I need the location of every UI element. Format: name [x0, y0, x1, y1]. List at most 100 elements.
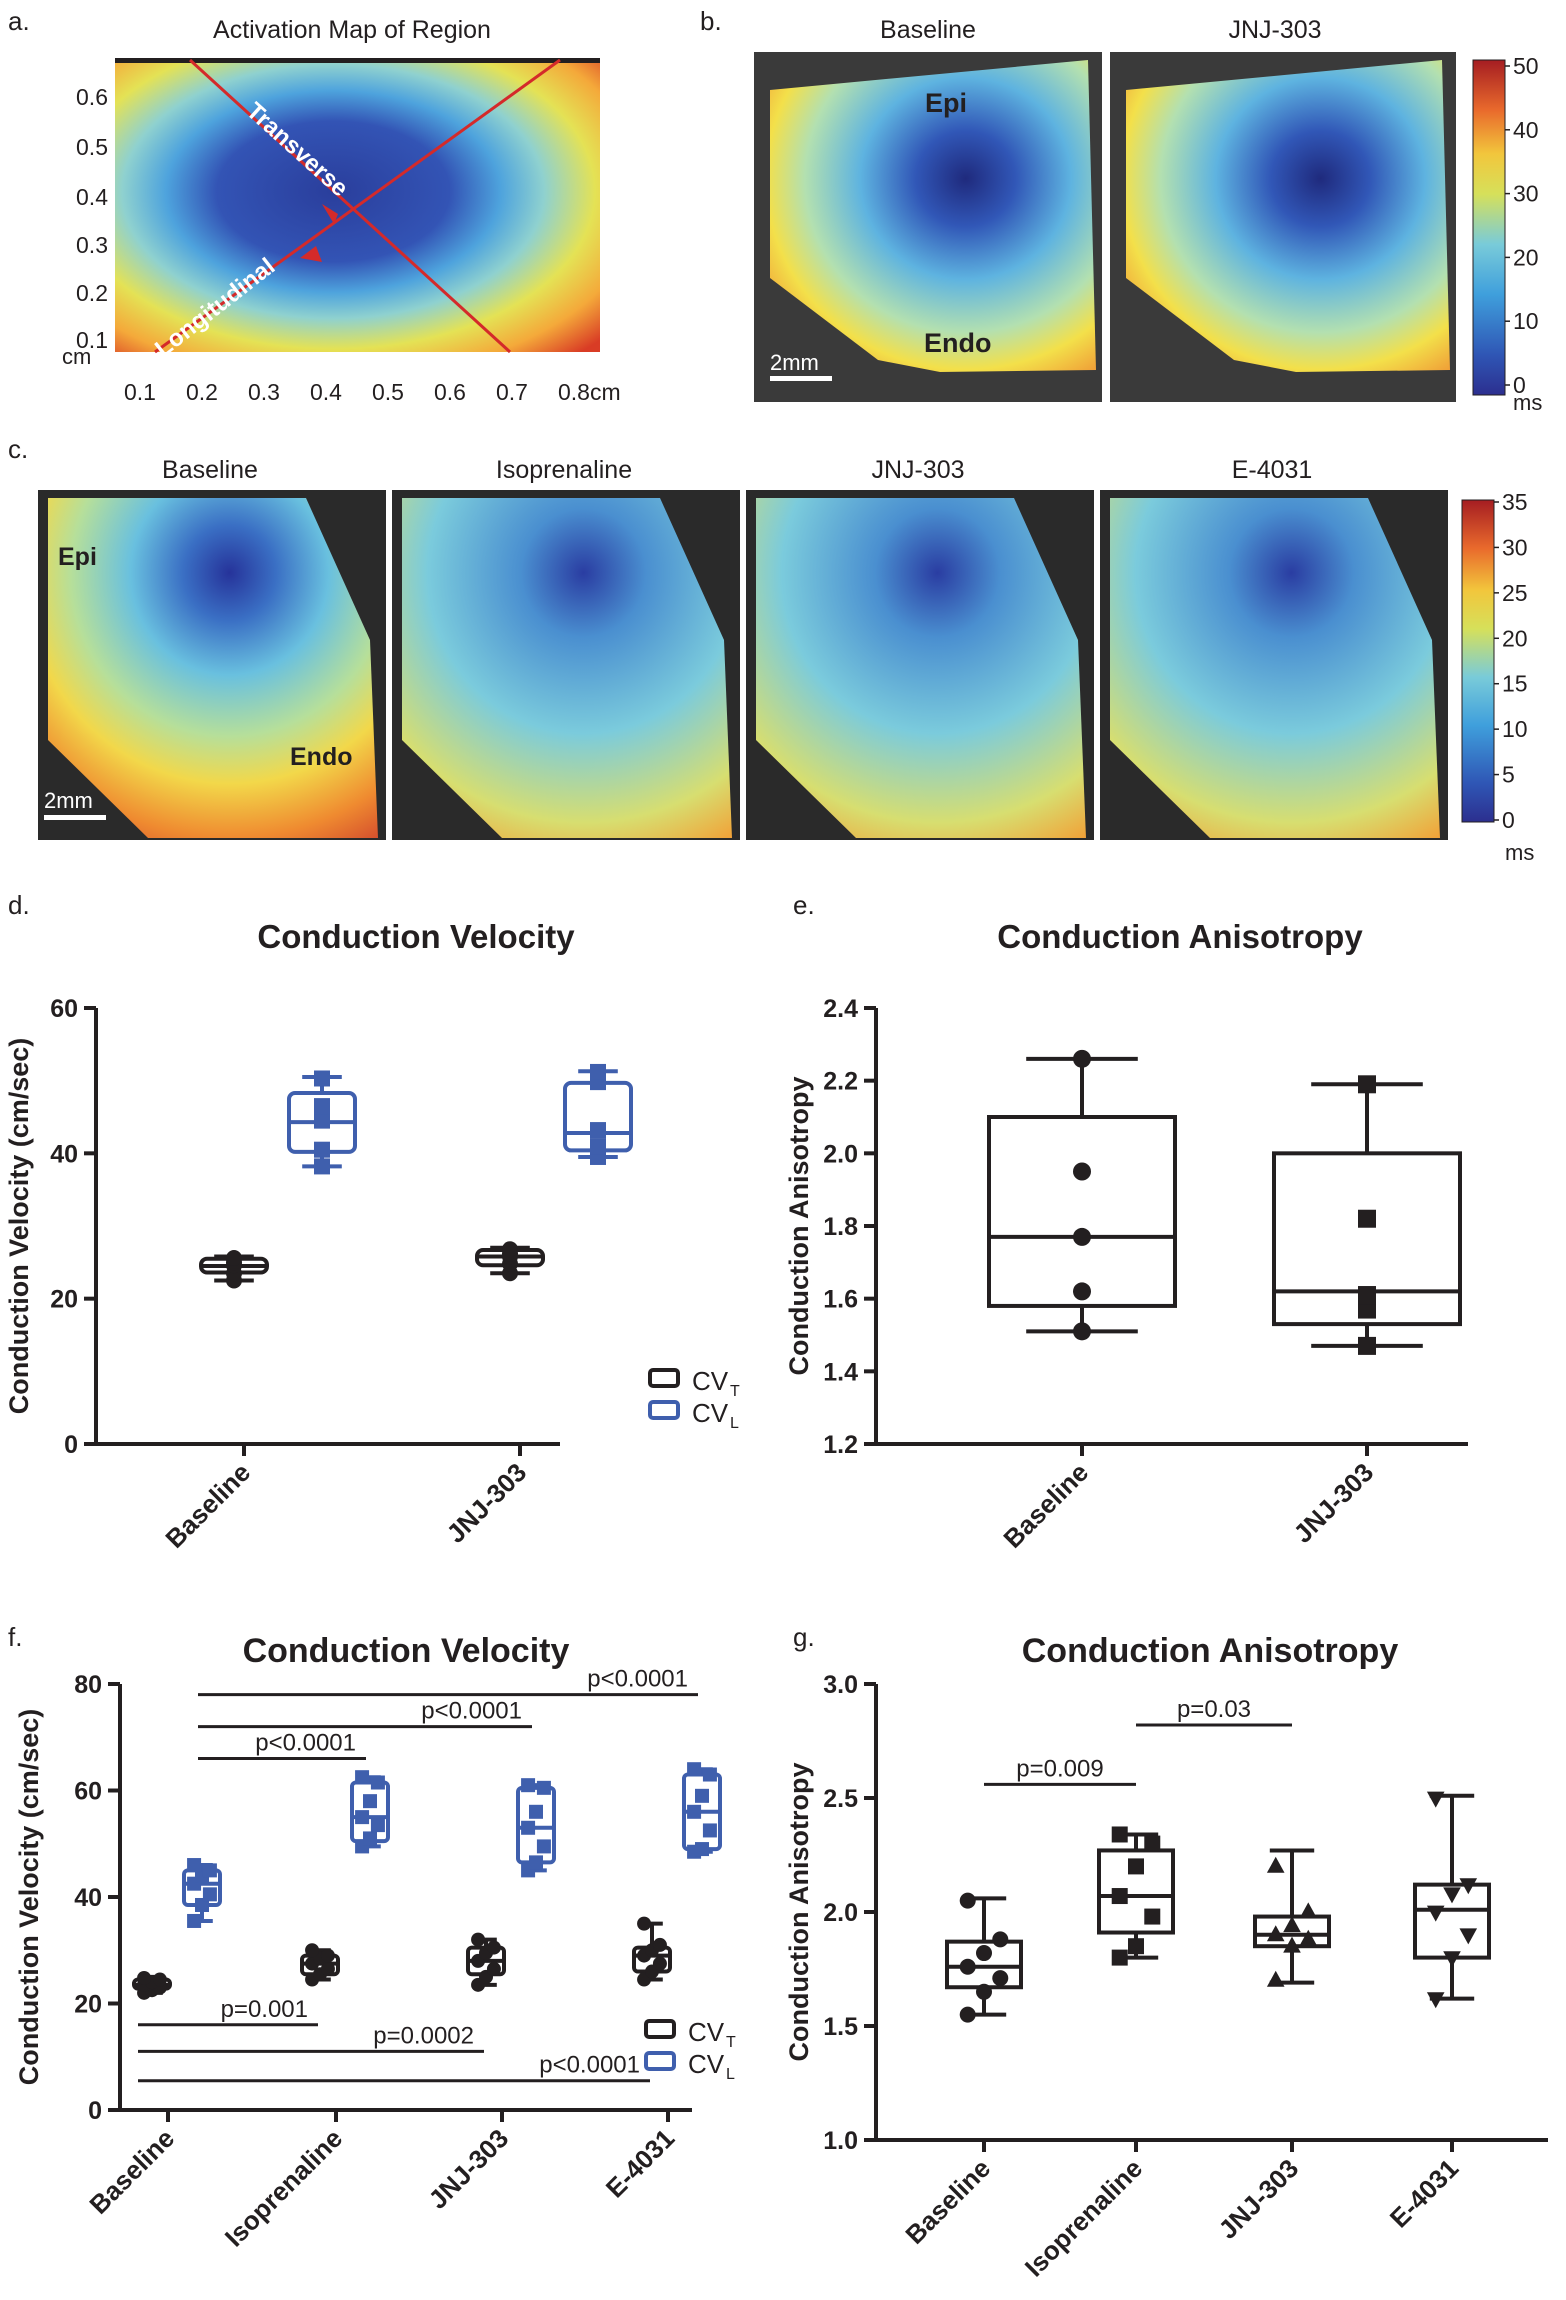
box-Anisotropy-1 — [1097, 1826, 1175, 1966]
panel-b-colorbar: 50 40 30 20 10 0 ms — [1472, 53, 1542, 415]
panel-a-x-ticks: 0.1 0.2 0.3 0.4 0.5 0.6 0.7 0.8 — [124, 379, 590, 405]
data-point — [305, 1943, 320, 1958]
panel-letter-c: c. — [8, 434, 28, 464]
colorbar-tick-label: 5 — [1502, 762, 1515, 788]
scalebar-label: 2mm — [770, 350, 819, 375]
data-point — [502, 1241, 518, 1258]
colorbar-tick-label: 30 — [1513, 181, 1539, 207]
data-point — [1073, 1227, 1091, 1246]
box-CVL-3 — [682, 1762, 722, 1859]
colorbar-unit: ms — [1505, 840, 1534, 865]
box-Anisotropy-1 — [1272, 1075, 1462, 1355]
y-tick-label: 0.3 — [76, 232, 108, 258]
significance-label: p<0.0001 — [587, 1666, 688, 1693]
data-point — [687, 1762, 702, 1777]
data-point — [314, 1158, 330, 1175]
data-point — [152, 1972, 167, 1987]
box-Anisotropy-0 — [987, 1049, 1177, 1341]
y-tick-label: 0.5 — [76, 134, 108, 160]
colorbar-tick-label: 20 — [1513, 244, 1539, 270]
panel-b-map-baseline: Epi Endo 2mm — [754, 52, 1102, 402]
y-tick-label: 1.4 — [823, 1358, 858, 1386]
significance-label: p=0.009 — [1016, 1755, 1103, 1782]
data-point — [363, 1794, 377, 1809]
y-tick-label: 40 — [50, 1140, 78, 1168]
data-point — [355, 1770, 370, 1785]
box-CVL-1 — [563, 1063, 633, 1165]
data-point — [695, 1788, 709, 1803]
panel-letter-d: d. — [8, 890, 30, 920]
box — [1272, 1151, 1462, 1327]
x-tick-label: Baseline — [83, 2123, 180, 2220]
chart-title: Conduction Velocity — [257, 918, 575, 955]
y-axis-label: Conduction Velocity (cm/sec) — [4, 1038, 34, 1415]
data-point — [1144, 1908, 1161, 1925]
panel-c-colorbar: 35 30 25 20 15 10 5 0 ms — [1461, 489, 1534, 865]
legend-swatch — [648, 1400, 680, 1420]
transverse-arrow-icon — [322, 204, 338, 224]
x-tick-label: JNJ-303 — [1288, 1457, 1380, 1549]
panel-a-title: Activation Map of Region — [213, 16, 491, 44]
x-tick-label: E-4031 — [600, 2123, 680, 2203]
panel-c-title: E-4031 — [1232, 456, 1313, 484]
panel-c-title: JNJ-303 — [871, 456, 964, 484]
legend-label: CV — [692, 1398, 729, 1428]
data-point — [1128, 1938, 1144, 1955]
legend-label-sub: T — [730, 1383, 740, 1400]
x-tick-label: JNJ-303 — [423, 2123, 515, 2215]
data-point — [529, 1804, 543, 1819]
activation-heatmap — [770, 60, 1096, 372]
data-point — [314, 1098, 330, 1115]
x-tick-label: 0.2 — [186, 379, 218, 405]
label-epi: Epi — [925, 88, 967, 118]
data-point — [1443, 1887, 1461, 1904]
y-tick-label: 60 — [74, 1778, 102, 1806]
legend-swatch — [644, 2051, 676, 2071]
legend-label: CV — [692, 1366, 729, 1396]
transverse-axis-line — [188, 58, 512, 354]
x-tick-label: Baseline — [899, 2153, 996, 2250]
x-tick-label: 0.5 — [372, 379, 404, 405]
box-CVT-0 — [132, 1970, 172, 2000]
data-point — [370, 1818, 385, 1833]
data-point — [1073, 1322, 1091, 1341]
data-point — [471, 1932, 486, 1947]
data-point — [637, 1916, 652, 1931]
data-point — [1073, 1282, 1091, 1301]
data-point — [1443, 1951, 1461, 1968]
box-CVT-0 — [199, 1249, 269, 1289]
y-tick-label: 40 — [74, 1884, 102, 1912]
box-Anisotropy-3 — [1413, 1791, 1491, 2009]
y-axis-label: Conduction Anisotropy — [784, 1077, 814, 1376]
significance-label: p<0.0001 — [255, 1730, 356, 1757]
activation-heatmap — [756, 498, 1086, 838]
box-CVL-2 — [516, 1778, 556, 1878]
colorbar — [1472, 59, 1506, 396]
data-point — [687, 1804, 702, 1819]
data-point — [314, 1141, 330, 1158]
panel-c-title: Baseline — [162, 456, 258, 484]
data-point — [959, 1892, 976, 1909]
x-tick-label: 0.4 — [310, 379, 342, 405]
panel-a-y-ticks: 0.6 0.5 0.4 0.3 0.2 0.1 — [76, 84, 108, 353]
data-point — [976, 1983, 992, 2000]
scalebar-label: 2mm — [44, 788, 93, 813]
x-tick-label: JNJ-303 — [1213, 2153, 1305, 2245]
panel-letter-e: e. — [793, 890, 815, 920]
panel-c-title: Isoprenaline — [496, 456, 632, 484]
data-point — [1128, 1858, 1144, 1875]
legend-label-sub: L — [726, 2066, 735, 2083]
data-point — [1426, 1791, 1445, 1808]
x-tick-label: 0.1 — [124, 379, 156, 405]
data-point — [314, 1112, 330, 1129]
panel-letter-a: a. — [8, 6, 30, 36]
data-point — [702, 1767, 717, 1782]
data-point — [202, 1863, 217, 1878]
data-point — [187, 1858, 202, 1873]
legend-swatch — [644, 2019, 676, 2039]
y-tick-label: 1.5 — [823, 2013, 858, 2041]
data-point — [1459, 1878, 1478, 1895]
panel-letter-f: f. — [8, 1622, 22, 1652]
chart-e: Conduction Anisotropy 1.2 1.4 1.6 1.8 2.0 2.2 2… — [784, 918, 1468, 1554]
data-point — [590, 1063, 606, 1080]
